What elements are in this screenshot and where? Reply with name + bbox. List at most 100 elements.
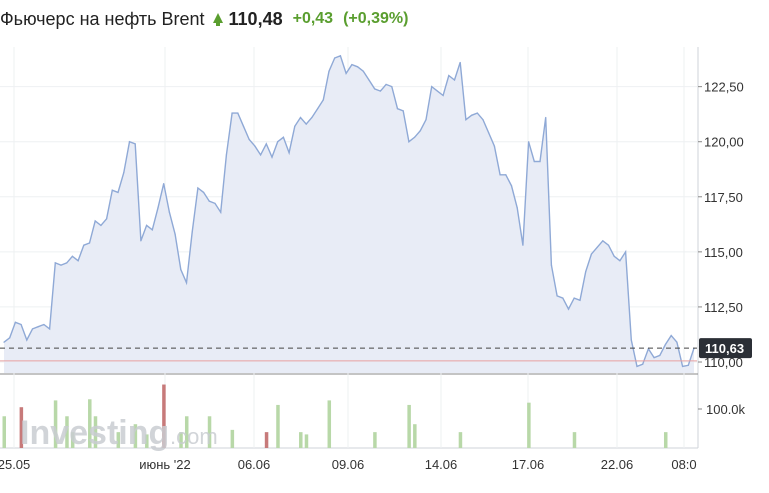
price-point bbox=[670, 334, 672, 337]
price-point bbox=[168, 211, 170, 213]
investing-watermark: Investing .com bbox=[20, 414, 218, 452]
price-point bbox=[630, 339, 632, 341]
price-point bbox=[145, 224, 148, 227]
y-tick-label: 115,00 bbox=[704, 245, 743, 260]
price-point bbox=[681, 365, 684, 367]
volume-bar-up bbox=[65, 416, 69, 448]
price-point bbox=[71, 255, 74, 257]
volume-bar-up bbox=[327, 400, 332, 448]
price-point bbox=[345, 72, 347, 75]
price-point bbox=[453, 79, 456, 81]
price-point bbox=[391, 86, 393, 88]
price-point bbox=[174, 233, 176, 235]
volume-bar-up bbox=[413, 424, 417, 448]
price-point bbox=[505, 174, 507, 176]
price-point bbox=[20, 323, 22, 326]
price-point bbox=[60, 264, 62, 266]
reference-line bbox=[0, 347, 697, 362]
price-point bbox=[545, 116, 547, 119]
price-point bbox=[567, 308, 570, 310]
price-point bbox=[664, 343, 667, 345]
price-point bbox=[106, 218, 108, 220]
price-change: +0,43 bbox=[292, 10, 334, 27]
price-point bbox=[471, 114, 473, 116]
price-point bbox=[687, 364, 689, 366]
price-point bbox=[602, 240, 604, 242]
price-point bbox=[408, 141, 410, 143]
volume-bar-up bbox=[407, 404, 411, 448]
price-point bbox=[642, 363, 644, 365]
price-point bbox=[356, 66, 359, 68]
price-point bbox=[282, 136, 285, 138]
volume-bar-up bbox=[184, 416, 189, 448]
x-tick-label: июнь '22 bbox=[139, 457, 191, 472]
y-tick-label: 110,00 bbox=[704, 355, 743, 370]
price-point bbox=[3, 341, 5, 343]
price-point bbox=[482, 119, 484, 121]
price-point bbox=[676, 341, 678, 343]
x-tick-label: 14.06 bbox=[425, 457, 458, 472]
x-tick-label: 09.06 bbox=[332, 457, 365, 472]
price-point bbox=[425, 119, 427, 121]
price-point bbox=[128, 141, 131, 143]
price-point bbox=[117, 191, 119, 193]
price-point bbox=[539, 160, 541, 163]
volume-bar-down bbox=[162, 384, 166, 448]
price-point bbox=[254, 145, 256, 147]
price-point bbox=[299, 116, 302, 119]
price-point bbox=[613, 255, 615, 257]
price-area bbox=[3, 54, 695, 374]
price-point bbox=[305, 123, 307, 125]
price-point bbox=[590, 253, 592, 255]
price-point bbox=[157, 207, 159, 209]
price-point bbox=[488, 132, 490, 134]
price-point bbox=[214, 202, 216, 204]
price-point bbox=[339, 55, 342, 57]
price-point bbox=[476, 112, 478, 114]
x-axis: 25.05 июнь '22 06.06 09.06 14.06 17.06 22.06 08… bbox=[0, 457, 697, 472]
volume-bar-up bbox=[230, 429, 235, 448]
volume-bar-up bbox=[133, 424, 138, 448]
current-price-tag-label: 110,63 bbox=[705, 341, 744, 356]
y-tick-label: 112,50 bbox=[704, 300, 743, 315]
price-point bbox=[579, 299, 581, 301]
volume-bar-up bbox=[527, 402, 531, 448]
price-point bbox=[111, 189, 113, 191]
price-point bbox=[396, 108, 399, 110]
price-point bbox=[596, 246, 598, 249]
price-point bbox=[550, 264, 553, 266]
watermark-domain: .com bbox=[170, 424, 218, 449]
volume-bar-up bbox=[663, 432, 668, 448]
price-point bbox=[14, 321, 17, 323]
y-tick-label: 117,50 bbox=[704, 190, 743, 205]
price-point bbox=[556, 295, 558, 297]
price-point bbox=[225, 154, 227, 156]
price-point bbox=[322, 99, 324, 101]
price-point bbox=[294, 125, 296, 127]
price-point bbox=[516, 207, 518, 209]
price-point bbox=[385, 83, 387, 86]
current-price-tag-box bbox=[699, 338, 752, 359]
price-point bbox=[66, 262, 68, 264]
price-area-fill bbox=[4, 55, 694, 374]
y-tick-label: 120,00 bbox=[704, 135, 744, 150]
price-point bbox=[43, 323, 45, 326]
volume-bar-up bbox=[116, 432, 121, 448]
price-point bbox=[368, 79, 370, 81]
volume-bars: 100.0k bbox=[2, 384, 746, 448]
price-point bbox=[220, 211, 222, 213]
price-point bbox=[197, 187, 199, 189]
price-point bbox=[573, 297, 575, 299]
price-point bbox=[88, 242, 91, 244]
price-point bbox=[242, 125, 245, 127]
price-point bbox=[436, 90, 438, 92]
chart-header: Фьючерс на нефть Brent 110,48 +0,43 (+0,… bbox=[0, 6, 408, 32]
price-point bbox=[231, 112, 233, 114]
volume-bar-up bbox=[93, 416, 98, 448]
x-tick-label: 08:0 bbox=[671, 457, 696, 472]
price-point bbox=[431, 86, 433, 88]
x-tick-label: 25.05 bbox=[0, 457, 30, 472]
volume-bar-down bbox=[264, 432, 269, 448]
price-point bbox=[493, 145, 496, 147]
